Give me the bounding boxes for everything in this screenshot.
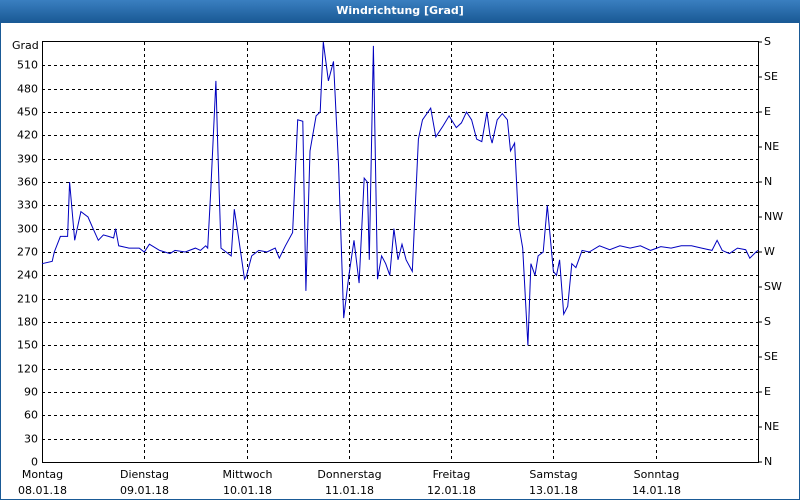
- y2-tick-label: SE: [764, 350, 778, 363]
- y2-tick-label: NE: [764, 140, 779, 153]
- y-tick-label: 480: [17, 83, 38, 96]
- y2-tick-label: W: [764, 245, 775, 258]
- y-tick-label: 270: [17, 246, 38, 259]
- x-tick-date: 14.01.18: [632, 484, 681, 497]
- y-tick-label: 120: [17, 363, 38, 376]
- y-tick-label: 210: [17, 293, 38, 306]
- y-tick-label: 330: [17, 199, 38, 212]
- x-tick-label: Sonntag: [634, 468, 680, 481]
- y2-tick-label: S: [764, 35, 771, 48]
- x-tick-label: Freitag: [433, 468, 471, 481]
- y-tick-label: 390: [17, 153, 38, 166]
- y2-tick-label: NE: [764, 420, 779, 433]
- title-bar: [0, 0, 800, 22]
- x-tick-date: 13.01.18: [529, 484, 578, 497]
- y-axis-label: Grad: [12, 39, 39, 52]
- x-tick-label: Dienstag: [120, 468, 169, 481]
- y-tick-label: 360: [17, 176, 38, 189]
- y-tick-label: 180: [17, 316, 38, 329]
- y2-tick-label: NW: [764, 210, 783, 223]
- y-tick-label: 60: [24, 409, 38, 422]
- y2-tick-label: SE: [764, 70, 778, 83]
- y2-tick-label: N: [764, 175, 772, 188]
- y2-tick-label: E: [764, 105, 771, 118]
- y-tick-label: 30: [24, 433, 38, 446]
- y-tick-label: 150: [17, 339, 38, 352]
- x-tick-label: Mittwoch: [223, 468, 273, 481]
- y-tick-label: 0: [31, 456, 38, 469]
- y-tick-label: 240: [17, 269, 38, 282]
- y-tick-label: 90: [24, 386, 38, 399]
- chart-title: Windrichtung [Grad]: [336, 4, 464, 17]
- y2-tick-label: E: [764, 385, 771, 398]
- x-tick-date: 11.01.18: [325, 484, 374, 497]
- x-tick-date: 08.01.18: [18, 484, 67, 497]
- plot-area: [42, 41, 759, 463]
- x-tick-label: Montag: [22, 468, 63, 481]
- y-tick-label: 450: [17, 106, 38, 119]
- y-tick-label: 510: [17, 59, 38, 72]
- data-line: [41, 41, 759, 346]
- x-tick-date: 12.01.18: [427, 484, 476, 497]
- y-tick-label: 420: [17, 129, 38, 142]
- x-tick-date: 09.01.18: [120, 484, 169, 497]
- y-tick-label: 300: [17, 223, 38, 236]
- x-tick-date: 10.01.18: [223, 484, 272, 497]
- x-tick-label: Samstag: [529, 468, 577, 481]
- y2-tick-label: S: [764, 315, 771, 328]
- y2-tick-label: N: [764, 455, 772, 468]
- x-tick-label: Donnerstag: [317, 468, 381, 481]
- y2-tick-label: SW: [764, 280, 782, 293]
